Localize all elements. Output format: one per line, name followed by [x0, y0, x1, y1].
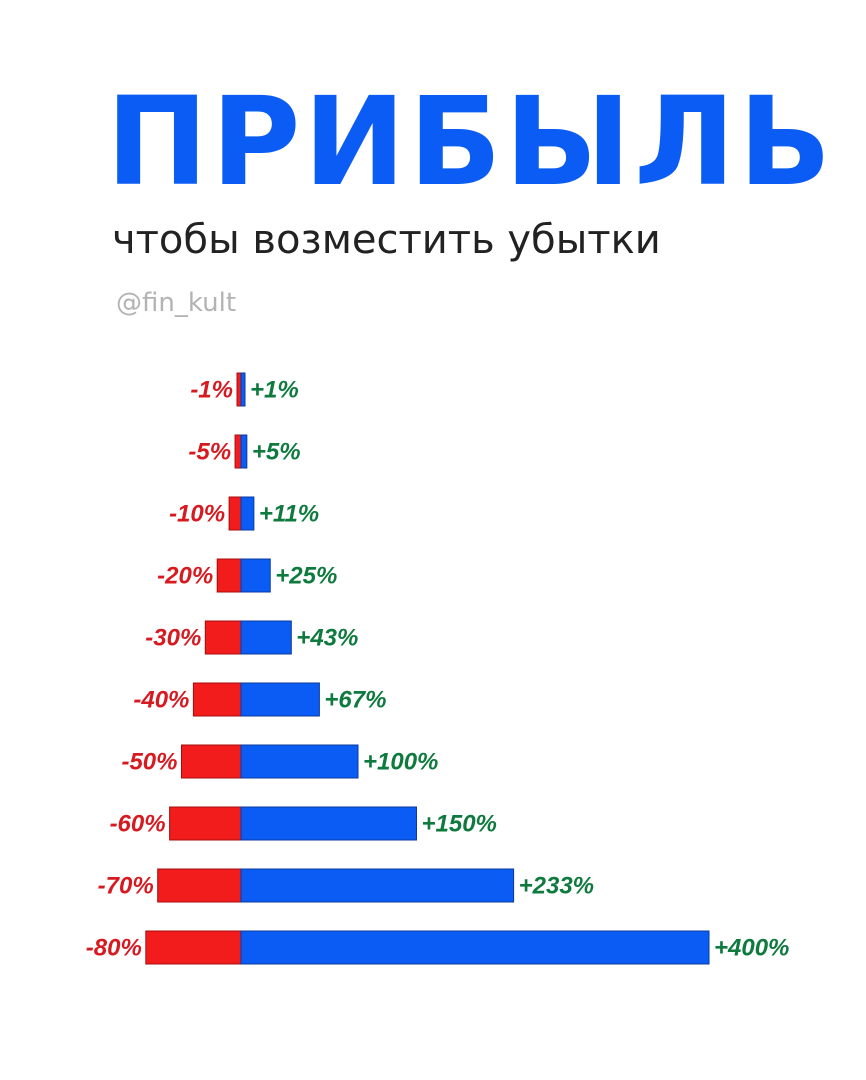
loss-bar	[234, 434, 242, 469]
gain-bar	[240, 682, 320, 717]
gain-label: +67%	[324, 687, 386, 714]
gain-label: +400%	[714, 935, 789, 962]
loss-bar	[216, 558, 242, 593]
loss-bar	[204, 620, 242, 655]
chart-subtitle: чтобы возместить убытки	[112, 217, 661, 263]
gain-bar	[240, 930, 710, 965]
loss-label: -50%	[121, 749, 177, 776]
gain-label: +11%	[259, 501, 319, 528]
gain-label: +150%	[422, 811, 497, 838]
loss-bar	[192, 682, 242, 717]
gain-label: +100%	[363, 749, 438, 776]
gain-label: +5%	[252, 439, 301, 466]
chart-title: ПРИБЫЛЬ	[106, 71, 835, 213]
loss-label: -10%	[169, 501, 225, 528]
loss-bar	[145, 930, 242, 965]
gain-label: +233%	[519, 873, 594, 900]
loss-label: -70%	[98, 873, 154, 900]
gain-label: +25%	[275, 563, 337, 590]
loss-label: -60%	[110, 811, 166, 838]
loss-label: -80%	[86, 935, 142, 962]
loss-bar	[236, 372, 242, 407]
gain-bar	[240, 558, 271, 593]
gain-label: +1%	[250, 377, 299, 404]
loss-label: -1%	[190, 377, 233, 404]
gain-bar	[240, 434, 248, 469]
loss-label: -5%	[188, 439, 231, 466]
gain-bar	[240, 806, 417, 841]
gain-bar	[240, 496, 255, 531]
gain-label: +43%	[296, 625, 358, 652]
loss-bar	[157, 868, 242, 903]
loss-bar	[169, 806, 242, 841]
loss-label: -30%	[145, 625, 201, 652]
loss-label: -20%	[157, 563, 213, 590]
loss-bar	[181, 744, 242, 779]
loss-label: -40%	[133, 687, 189, 714]
gain-bar	[240, 620, 292, 655]
loss-bar	[228, 496, 242, 531]
gain-bar	[240, 372, 246, 407]
gain-bar	[240, 744, 359, 779]
gain-bar	[240, 868, 515, 903]
author-handle: @fin_kult	[116, 288, 237, 318]
